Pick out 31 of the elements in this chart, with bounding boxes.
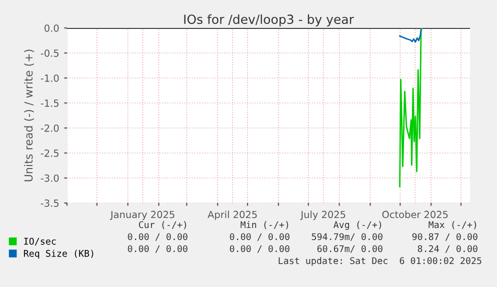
- y-tick-label: -3.5: [40, 199, 59, 207]
- legend-label: Req Size (KB): [24, 250, 94, 259]
- x-tick-label: January 2025: [110, 210, 174, 220]
- y-tick-label: -0.5: [40, 49, 59, 57]
- text: 90.87 / 0.00: [412, 233, 478, 241]
- y-tick-label: -1.0: [40, 74, 59, 82]
- legend-label: IO/sec: [24, 238, 56, 246]
- x-tick-label: April 2025: [208, 210, 257, 220]
- text: 594.79m/ 0.00: [312, 233, 382, 241]
- line-series: [399, 28, 422, 188]
- x-tick-label: July 2025: [300, 210, 346, 220]
- y-tick-label: 0.0: [44, 24, 59, 32]
- x-tick-label: October 2025: [382, 210, 448, 218]
- text: Min (-/+): [240, 221, 288, 230]
- text: Cur (-/+): [138, 221, 186, 230]
- text: 60.67m/ 0.00: [317, 245, 382, 253]
- line-series: [399, 28, 422, 43]
- y-tick-label: -2.0: [40, 124, 59, 132]
- text: 0.00 / 0.00: [128, 245, 188, 253]
- text: Last update: Sat Dec 6 01:00:02 2025: [278, 257, 482, 266]
- text: 0.00 / 0.00: [230, 245, 290, 253]
- text: 8.24 / 0.00: [418, 245, 478, 253]
- text: 0.00 / 0.00: [230, 233, 290, 241]
- y-tick-label: -2.5: [40, 149, 59, 157]
- text: Max (-/+): [428, 221, 476, 230]
- chart-title: IOs for /dev/loop3 - by year: [184, 14, 354, 26]
- text: Avg (-/+): [334, 221, 382, 230]
- y-axis-title: Units read (-) / write (+): [24, 50, 34, 182]
- y-tick-label: -3.0: [40, 174, 59, 182]
- y-tick-label: -1.5: [40, 100, 59, 107]
- text: 0.00 / 0.00: [128, 233, 188, 241]
